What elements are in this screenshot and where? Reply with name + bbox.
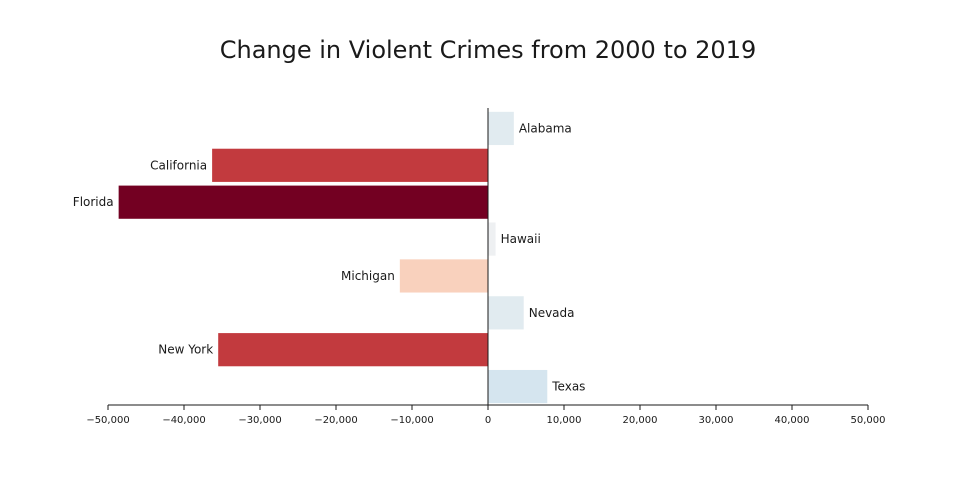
x-tick-label: −30,000 [238,415,281,426]
bar-label-nevada: Nevada [529,306,575,320]
bar-hawaii [488,222,496,256]
bar-california [212,148,488,182]
bar-michigan [399,259,488,293]
bar-label-california: California [150,158,207,172]
x-tick-label: 10,000 [547,415,582,426]
x-tick-label: −20,000 [314,415,357,426]
bar-new-york [218,333,488,367]
x-tick-label: 50,000 [851,415,886,426]
x-tick-label: 40,000 [775,415,810,426]
chart-title: Change in Violent Crimes from 2000 to 20… [220,36,757,64]
x-tick-label: −50,000 [86,415,129,426]
bar-label-alabama: Alabama [519,121,572,135]
bar-label-florida: Florida [73,195,114,209]
bar-labels-group: Alabama California Florida Hawaii Michigan Ne… [73,121,586,393]
x-tick-label: 30,000 [699,415,734,426]
bar-label-michigan: Michigan [341,269,395,283]
bar-alabama [488,111,514,146]
bar-label-hawaii: Hawaii [501,232,541,246]
x-tick-label: −40,000 [162,415,205,426]
x-tick-label: 20,000 [623,415,658,426]
x-tick-label: −10,000 [390,415,433,426]
bars-group [118,111,548,404]
x-tick-label: 0 [485,415,491,426]
bar-texas [488,369,548,404]
bar-label-new-york: New York [158,343,213,357]
x-axis: −50,000 −40,000 −30,000 −20,000 −10,000 0 10,0… [86,404,886,426]
bar-label-texas: Texas [551,380,585,394]
bar-nevada [488,296,524,330]
bar-florida [118,185,488,219]
